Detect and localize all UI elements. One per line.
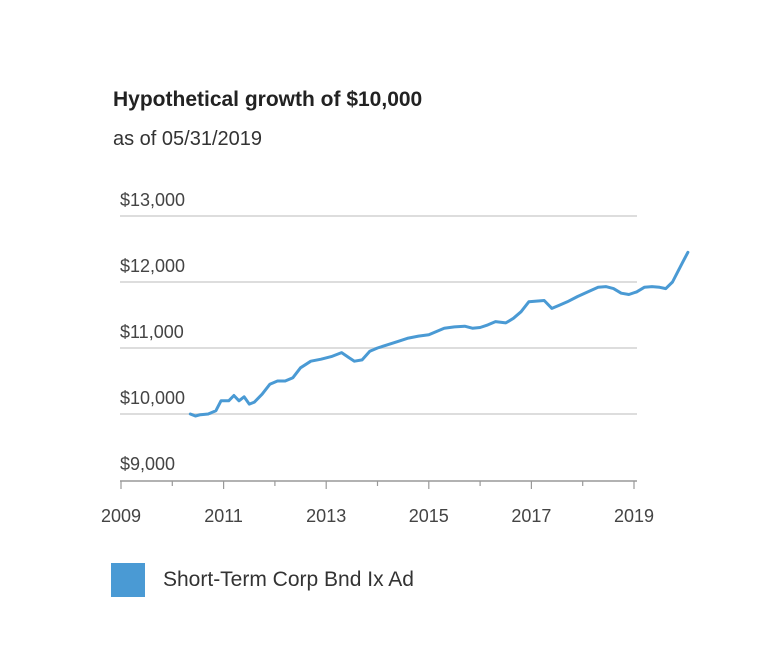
legend-swatch [111,563,145,597]
y-tick-label: $12,000 [120,256,185,276]
x-tick-label: 2011 [204,506,243,526]
x-tick-label: 2013 [306,506,346,526]
chart-title: Hypothetical growth of $10,000 [113,88,423,111]
y-tick-label: $13,000 [120,190,185,210]
legend: Short-Term Corp Bnd Ix Ad [111,563,414,597]
legend-label: Short-Term Corp Bnd Ix Ad [163,568,414,591]
x-tick-label: 2015 [409,506,449,526]
x-tick-label: 2009 [101,506,141,526]
y-tick-label: $10,000 [120,388,185,408]
x-tick-label: 2019 [614,506,654,526]
y-tick-label: $11,000 [120,322,184,342]
x-tick-label: 2017 [511,506,551,526]
series-line [188,250,690,418]
y-tick-label: $9,000 [120,454,175,474]
chart-subtitle: as of 05/31/2019 [113,128,263,150]
